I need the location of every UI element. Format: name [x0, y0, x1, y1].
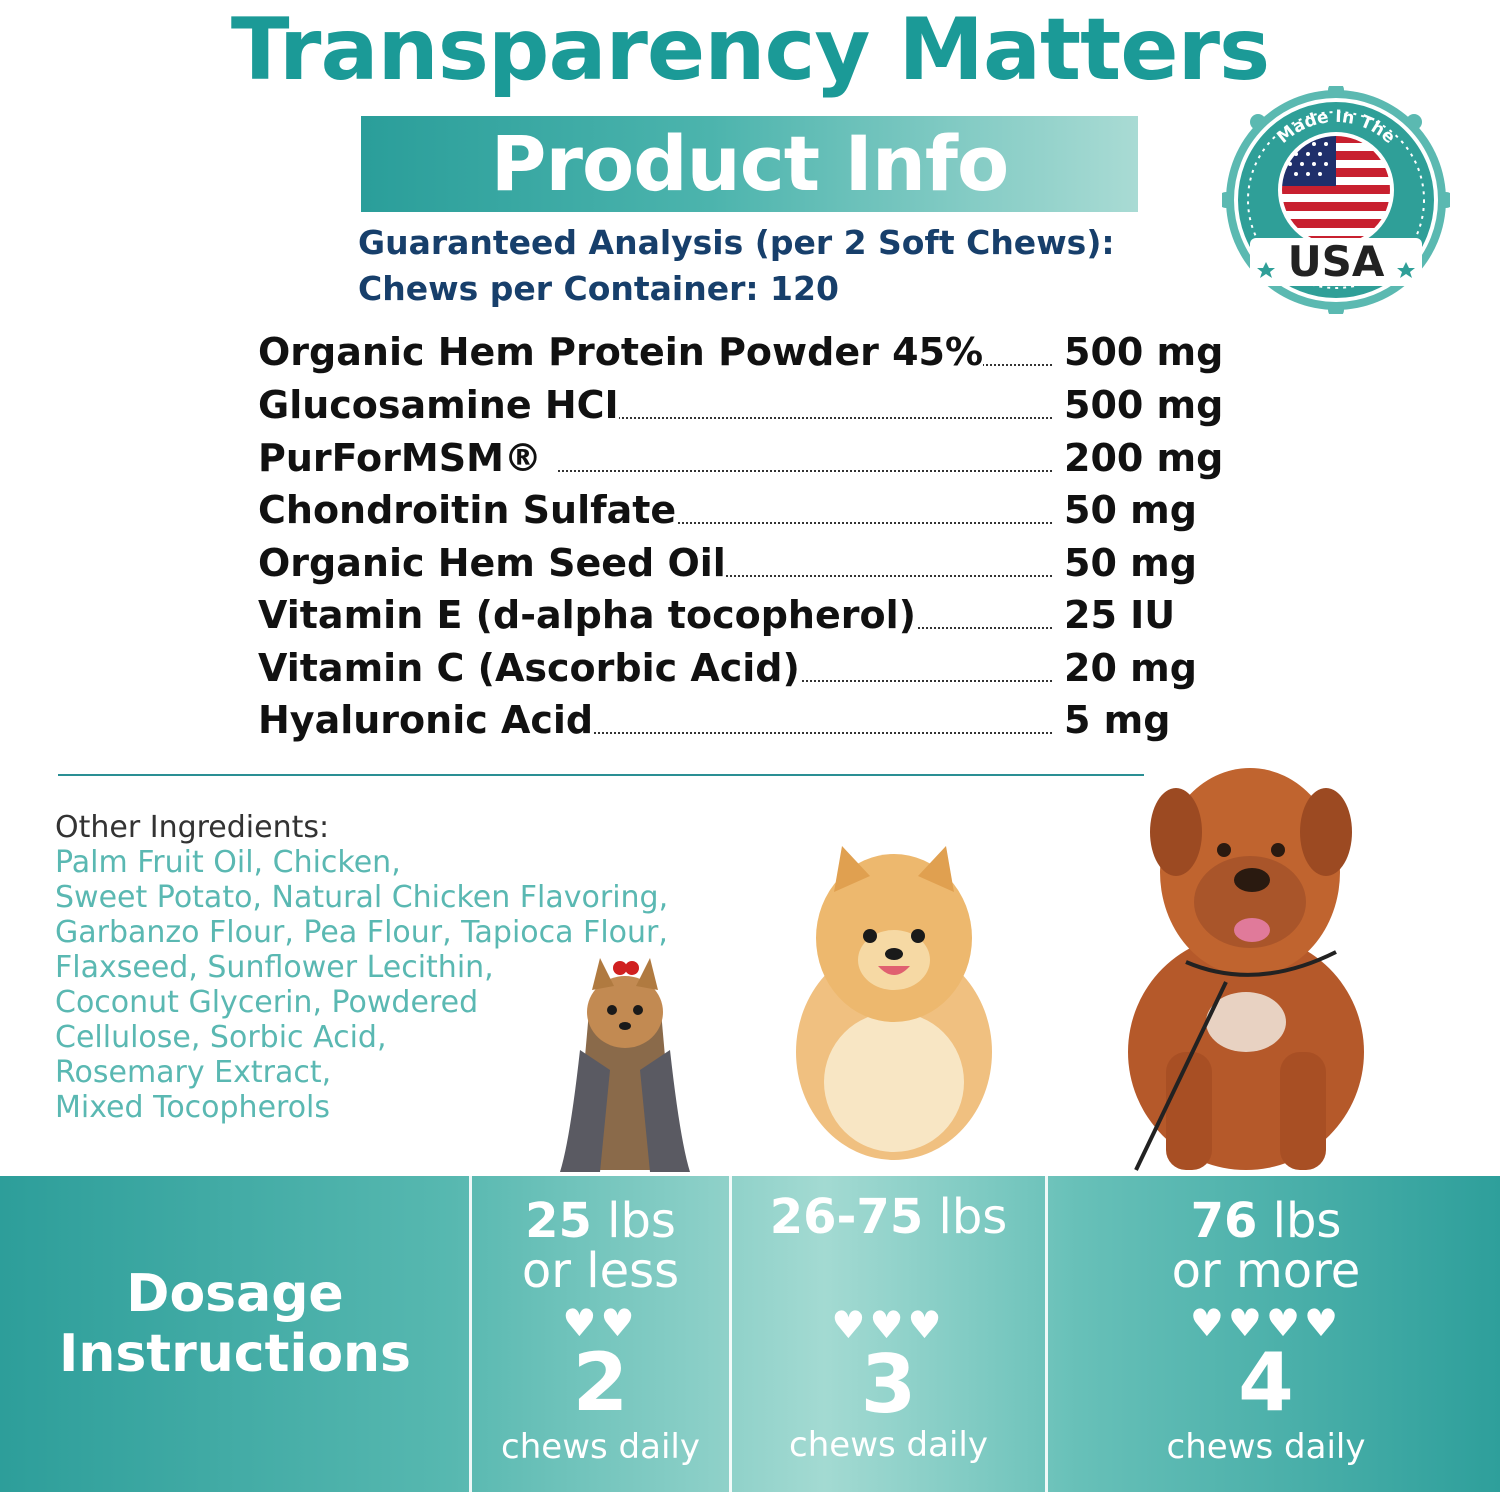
- star-icon: [1257, 262, 1415, 278]
- other-ingredients-label: Other Ingredients:: [55, 810, 330, 845]
- other-ingredients-line: Sweet Potato, Natural Chicken Flavoring,: [55, 880, 669, 915]
- weight-qualifier: or less: [521, 1243, 680, 1299]
- dosage-title: Dosage Instructions: [0, 1264, 470, 1384]
- leader-dots: [558, 470, 1052, 472]
- ingredient-name: PurForMSM®: [258, 432, 542, 484]
- pomeranian-dog-image: [796, 846, 992, 1160]
- other-ingredients-line: Rosemary Extract,: [55, 1055, 332, 1090]
- ingredient-name: Organic Hem Protein Powder 45%: [258, 326, 984, 378]
- ingredient-amount: 500 mg: [1064, 383, 1224, 427]
- weight-qualifier: or more: [1171, 1243, 1361, 1299]
- chew-count: 2: [572, 1336, 629, 1429]
- chews-per-container-line: Chews per Container: 120: [358, 269, 839, 308]
- other-ingredients-line: Coconut Glycerin, Powdered: [55, 985, 479, 1020]
- ingredient-name: Chondroitin Sulfate: [258, 484, 677, 536]
- chews-daily-label: chews daily: [501, 1427, 700, 1467]
- ingredient-row: Vitamin C (Ascorbic Acid) 20 mg: [258, 642, 1248, 694]
- ingredient-row: Vitamin E (d-alpha tocopherol) 25 IU: [258, 589, 1248, 641]
- dosage-title-line: Instructions: [58, 1324, 412, 1384]
- dosage-title-line: Dosage: [126, 1264, 344, 1324]
- page-title: Transparency Matters: [230, 0, 1270, 100]
- leader-dots: [558, 417, 1052, 419]
- other-ingredients: Other Ingredients: Palm Fruit Oil, Chick…: [55, 810, 815, 1125]
- other-ingredients-line: Flaxseed, Sunflower Lecithin,: [55, 950, 494, 985]
- dosage-column-small: 25 lbs or less ♥♥ 2 chews daily: [472, 1176, 729, 1492]
- dosage-instructions-band: Dosage Instructions 25 lbs or less ♥♥ 2 …: [0, 1176, 1500, 1492]
- heart-icons: ♥♥♥: [831, 1303, 946, 1347]
- weight-range: 26-75 lbs: [769, 1189, 1008, 1245]
- leader-dots: [558, 680, 1052, 682]
- guaranteed-analysis-line: Guaranteed Analysis (per 2 Soft Chews):: [358, 223, 1115, 262]
- ingredient-amount: 200 mg: [1064, 436, 1224, 480]
- made-in-usa-badge: Made In The USA: [1222, 86, 1450, 314]
- column-divider: [729, 1176, 732, 1492]
- ingredient-amount: 50 mg: [1064, 541, 1197, 585]
- product-info-band: Product Info: [361, 116, 1138, 212]
- column-divider: [469, 1176, 472, 1492]
- ingredient-row: Organic Hem Seed Oil 50 mg: [258, 537, 1248, 589]
- ingredient-row: Hyaluronic Acid 5 mg: [258, 694, 1248, 746]
- weight-range: 25 lbs: [525, 1193, 676, 1249]
- other-ingredients-line: Mixed Tocopherols: [55, 1090, 331, 1125]
- heart-icons: ♥♥: [562, 1301, 639, 1345]
- chews-daily-label: chews daily: [1166, 1427, 1366, 1467]
- ingredient-amount: 500 mg: [1064, 330, 1224, 374]
- ingredient-amount: 20 mg: [1064, 646, 1197, 690]
- ingredient-amount: 25 IU: [1064, 593, 1176, 637]
- leader-dots: [558, 732, 1052, 734]
- ingredient-amount: 5 mg: [1064, 698, 1171, 742]
- leader-dots: [558, 522, 1052, 524]
- mastiff-dog-image: [1128, 768, 1364, 1171]
- ingredient-row: Chondroitin Sulfate 50 mg: [258, 484, 1248, 536]
- ingredient-name: Vitamin C (Ascorbic Acid): [258, 642, 800, 694]
- ingredient-name: Vitamin E (d-alpha tocopherol): [258, 589, 916, 641]
- ingredient-name: Glucosamine HCI: [258, 379, 619, 431]
- chews-daily-label: chews daily: [789, 1425, 988, 1465]
- leader-dots: [558, 575, 1052, 577]
- yorkie-dog-image: [560, 958, 690, 1172]
- section-divider: [58, 774, 1144, 776]
- badge-ribbon: [1250, 238, 1422, 286]
- ingredient-name: Hyaluronic Acid: [258, 694, 594, 746]
- dosage-column-large: 76 lbs or more ♥♥♥♥ 4 chews daily: [1048, 1176, 1484, 1492]
- heart-icons: ♥♥♥♥: [1189, 1301, 1343, 1345]
- ingredient-row: Organic Hem Protein Powder 45% 500 mg: [258, 326, 1248, 378]
- chew-count: 4: [1238, 1336, 1294, 1429]
- ingredient-row: Glucosamine HCI 500 mg: [258, 379, 1248, 431]
- product-info-label: Product Info: [490, 119, 1009, 208]
- ingredient-name: Organic Hem Seed Oil: [258, 537, 726, 589]
- weight-qualifier: [732, 1242, 1045, 1292]
- column-divider: [1045, 1176, 1048, 1492]
- ingredient-row: PurForMSM® 200 mg: [258, 432, 1248, 484]
- weight-range: 76 lbs: [1190, 1193, 1342, 1249]
- other-ingredients-line: Palm Fruit Oil, Chicken,: [55, 845, 401, 880]
- chew-count: 3: [860, 1338, 917, 1431]
- ingredient-amount: 50 mg: [1064, 488, 1197, 532]
- badge-usa-text: USA: [1288, 237, 1385, 286]
- dosage-column-medium: 26-75 lbs ♥♥♥ 3 chews daily: [732, 1176, 1045, 1492]
- other-ingredients-line: Garbanzo Flour, Pea Flour, Tapioca Flour…: [55, 915, 668, 950]
- other-ingredients-line: Cellulose, Sorbic Acid,: [55, 1020, 387, 1055]
